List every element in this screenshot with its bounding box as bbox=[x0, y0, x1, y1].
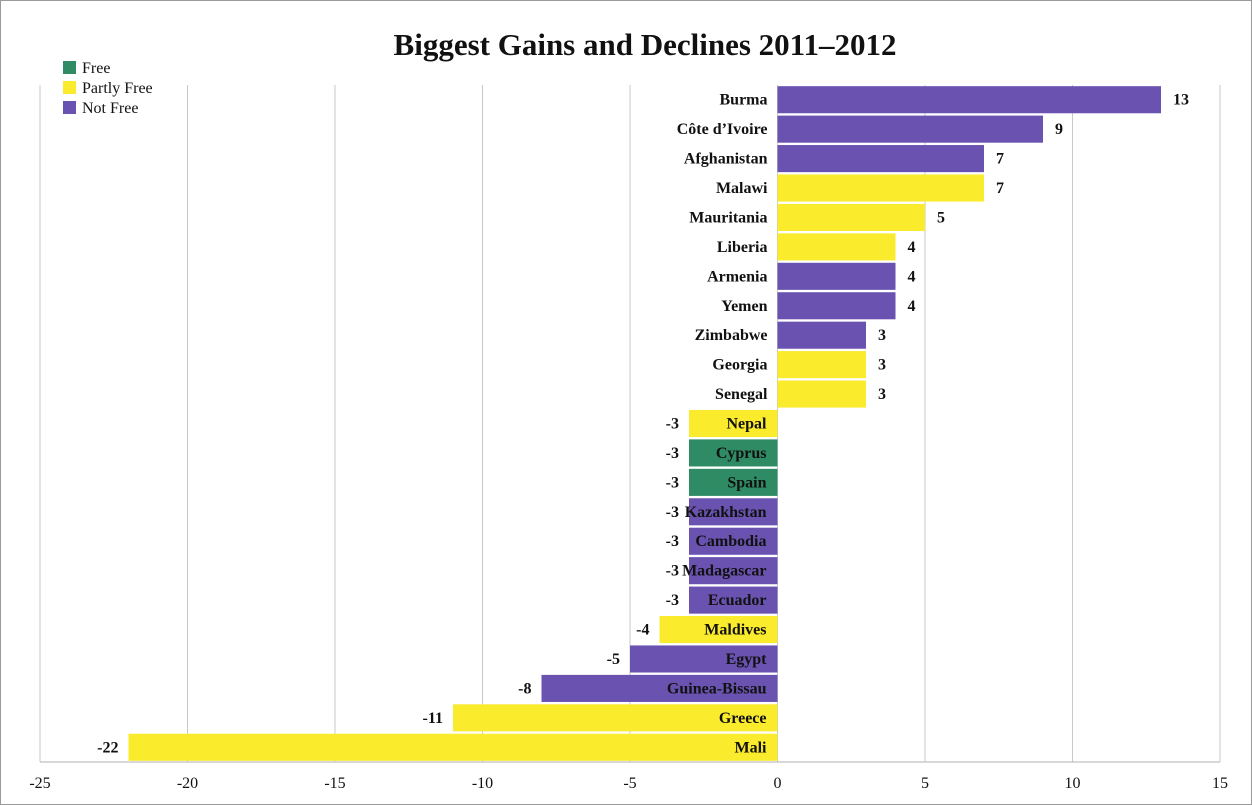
value-label-nepal: -3 bbox=[666, 416, 679, 433]
category-label-madagascar: Madagascar bbox=[682, 563, 766, 580]
value-label-yemen: 4 bbox=[908, 298, 916, 315]
value-label-maldives: -4 bbox=[636, 622, 649, 639]
bar-malawi bbox=[777, 174, 984, 202]
bar-mali bbox=[128, 733, 778, 761]
value-label-guinea-bissau: -8 bbox=[518, 680, 531, 697]
bar-armenia bbox=[777, 262, 896, 290]
category-label-mali: Mali bbox=[735, 739, 768, 756]
bar-spain bbox=[689, 468, 778, 496]
legend: Free Partly Free Not Free bbox=[63, 60, 153, 117]
x-tick-label: -20 bbox=[177, 775, 198, 792]
bar-senegal bbox=[777, 380, 866, 408]
category-label-nepal: Nepal bbox=[727, 416, 768, 433]
category-label-greece: Greece bbox=[719, 710, 767, 727]
category-label-kazakhstan: Kazakhstan bbox=[685, 504, 767, 521]
value-label-cyprus: -3 bbox=[666, 445, 679, 462]
category-label-yemen: Yemen bbox=[721, 298, 767, 315]
bar-yemen bbox=[777, 292, 896, 320]
value-label-afghanistan: 7 bbox=[996, 151, 1004, 168]
value-label-armenia: 4 bbox=[908, 268, 916, 285]
category-label-armenia: Armenia bbox=[707, 268, 767, 285]
bar-madagascar bbox=[689, 557, 778, 585]
value-label-malawi: 7 bbox=[996, 180, 1004, 197]
category-label-cyprus: Cyprus bbox=[716, 445, 767, 462]
bar-ecuador bbox=[689, 586, 778, 614]
bar-georgia bbox=[777, 351, 866, 379]
value-label-kazakhstan: -3 bbox=[666, 504, 679, 521]
x-tick-label: 0 bbox=[774, 775, 782, 792]
bar-cyprus bbox=[689, 439, 778, 467]
category-label-liberia: Liberia bbox=[717, 239, 768, 256]
legend-label-not-free: Not Free bbox=[82, 100, 138, 117]
bar-afghanistan bbox=[777, 145, 984, 173]
category-label-senegal: Senegal bbox=[715, 386, 768, 403]
value-label-egypt: -5 bbox=[607, 651, 620, 668]
bar-guinea-bissau bbox=[541, 674, 778, 702]
legend-label-partly-free: Partly Free bbox=[82, 80, 153, 97]
value-label-spain: -3 bbox=[666, 474, 679, 491]
x-tick-label: 10 bbox=[1065, 775, 1081, 792]
bar-burma bbox=[777, 86, 1161, 114]
bar-greece bbox=[453, 704, 778, 732]
x-tick-label: -5 bbox=[623, 775, 636, 792]
bar-zimbabwe bbox=[777, 321, 866, 349]
category-label-mauritania: Mauritania bbox=[689, 209, 767, 226]
value-label-zimbabwe: 3 bbox=[878, 327, 886, 344]
bar-maldives bbox=[659, 616, 778, 644]
bar-egypt bbox=[630, 645, 778, 673]
category-label-spain: Spain bbox=[727, 474, 766, 491]
value-label-cote-d-ivoire: 9 bbox=[1055, 121, 1063, 138]
value-label-mauritania: 5 bbox=[937, 209, 945, 226]
bars: Burma 13 Côte d’Ivoire 9 Afghanistan 7 Malawi 7… bbox=[97, 86, 1189, 761]
category-label-burma: Burma bbox=[720, 92, 768, 109]
category-label-egypt: Egypt bbox=[726, 651, 768, 668]
x-tick-label: -25 bbox=[29, 775, 50, 792]
category-label-georgia: Georgia bbox=[712, 357, 767, 374]
category-label-zimbabwe: Zimbabwe bbox=[695, 327, 768, 344]
x-tick-label: -10 bbox=[472, 775, 493, 792]
x-tick-label: -15 bbox=[324, 775, 345, 792]
category-label-maldives: Maldives bbox=[704, 622, 766, 639]
value-label-cambodia: -3 bbox=[666, 533, 679, 550]
legend-swatch-not-free bbox=[63, 101, 76, 114]
value-label-ecuador: -3 bbox=[666, 592, 679, 609]
x-tick-label: 5 bbox=[921, 775, 929, 792]
value-label-madagascar: -3 bbox=[666, 563, 679, 580]
x-tick-label: 15 bbox=[1212, 775, 1228, 792]
value-label-georgia: 3 bbox=[878, 357, 886, 374]
category-label-afghanistan: Afghanistan bbox=[684, 151, 768, 168]
bar-mauritania bbox=[777, 203, 925, 231]
legend-label-free: Free bbox=[82, 60, 110, 77]
category-label-malawi: Malawi bbox=[716, 180, 768, 197]
value-label-mali: -22 bbox=[97, 739, 118, 756]
category-label-guinea-bissau: Guinea-Bissau bbox=[667, 680, 767, 697]
x-axis: -25 -20 -15 -10 -5 0 5 10 15 bbox=[29, 761, 1228, 792]
bar-cote-d-ivoire bbox=[777, 115, 1043, 143]
bar-kazakhstan bbox=[689, 498, 778, 526]
value-label-burma: 13 bbox=[1173, 92, 1189, 109]
value-label-greece: -11 bbox=[423, 710, 443, 727]
category-label-cote-d-ivoire: Côte d’Ivoire bbox=[677, 121, 768, 138]
bar-cambodia bbox=[689, 527, 778, 555]
category-label-ecuador: Ecuador bbox=[708, 592, 767, 609]
value-label-senegal: 3 bbox=[878, 386, 886, 403]
legend-swatch-partly-free bbox=[63, 81, 76, 94]
chart-title: Biggest Gains and Declines 2011–2012 bbox=[394, 27, 897, 62]
category-label-cambodia: Cambodia bbox=[695, 533, 766, 550]
value-label-liberia: 4 bbox=[908, 239, 916, 256]
bar-nepal bbox=[689, 409, 778, 438]
bar-liberia bbox=[777, 233, 896, 261]
legend-swatch-free bbox=[63, 61, 76, 74]
